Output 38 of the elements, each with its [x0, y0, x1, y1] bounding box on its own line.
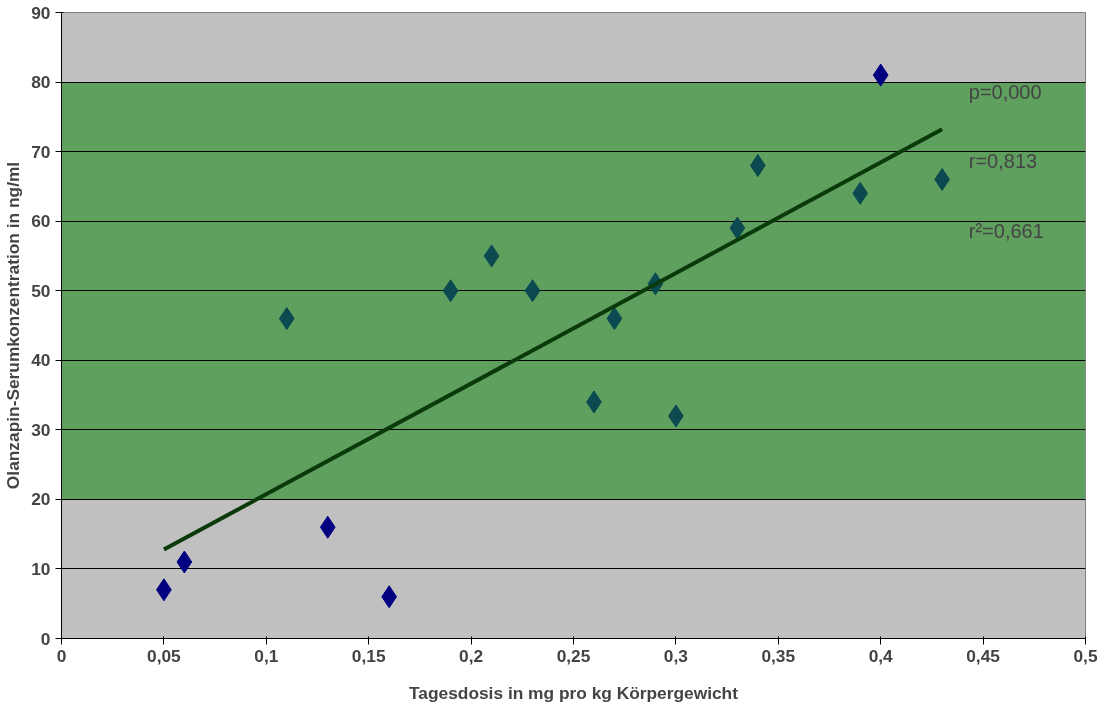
point	[852, 181, 869, 205]
x-tick-label: 0,3	[663, 645, 689, 666]
x-tick-label: 0,1	[254, 645, 279, 666]
point	[606, 307, 623, 331]
x-tick-label: 0,15	[351, 645, 386, 666]
x-tick-label: 0,35	[761, 645, 796, 666]
x-tick-label: 0	[56, 645, 67, 666]
point	[524, 279, 541, 303]
y-tick-label: 70	[31, 141, 51, 162]
y-tick-label: 10	[31, 558, 51, 579]
x-tick-label: 0,2	[459, 645, 484, 666]
point	[483, 244, 500, 268]
point	[319, 515, 336, 539]
y-tick-label: 90	[31, 2, 51, 23]
x-tick-label: 0,05	[147, 645, 182, 666]
x-axis-title: Tagesdosis in mg pro kg Körpergewicht	[409, 682, 739, 703]
y-tick-label: 20	[31, 489, 51, 510]
point	[278, 307, 295, 331]
point	[381, 585, 398, 609]
x-tick-label: 0,5	[1073, 645, 1098, 666]
annotation: r²=0,661	[968, 220, 1044, 243]
y-axis-title: Olanzapin-Serumkonzentration in ng/ml	[3, 161, 24, 490]
x-tick-label: 0,25	[556, 645, 591, 666]
annotation: p=0,000	[968, 80, 1042, 103]
point	[872, 63, 889, 87]
y-tick-label: 80	[31, 72, 51, 93]
y-tick-label: 60	[31, 211, 51, 232]
y-tick-label: 0	[40, 628, 51, 649]
annotation: r=0,813	[968, 150, 1038, 173]
point	[729, 216, 746, 240]
y-tick-label: 40	[31, 350, 51, 371]
x-tick-label: 0,45	[966, 645, 1001, 666]
y-tick-label: 50	[31, 280, 51, 301]
point	[749, 154, 766, 178]
x-tick-label: 0,4	[868, 645, 894, 666]
point	[176, 550, 193, 574]
y-tick-label: 30	[31, 419, 51, 440]
point	[442, 279, 459, 303]
